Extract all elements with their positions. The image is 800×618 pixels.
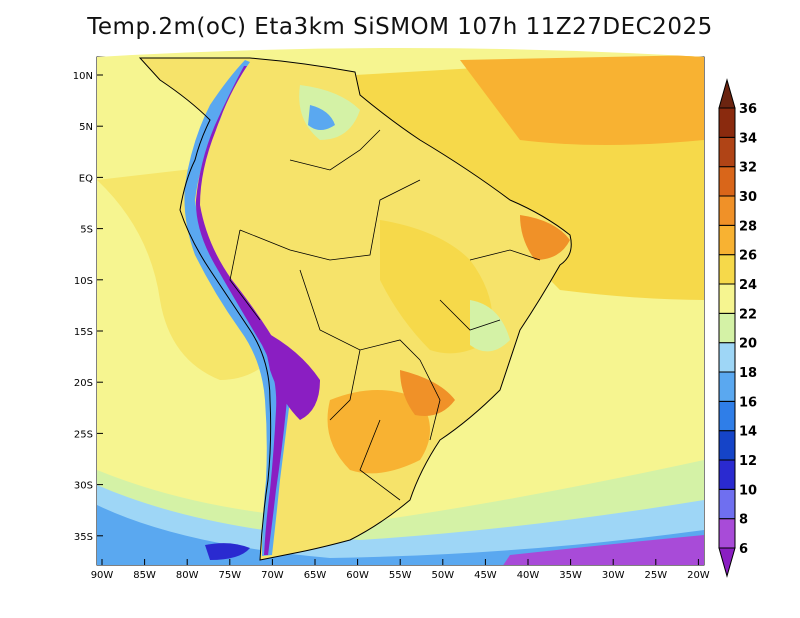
colorbar-swatch: [718, 136, 736, 168]
colorbar-label: 14: [739, 425, 757, 440]
lon-tick-label: 85W: [133, 570, 156, 581]
colorbar-swatch: [718, 312, 736, 344]
patagonia-cold: [205, 543, 250, 560]
lat-tick-label: 20S: [74, 378, 93, 389]
south-america-land: [140, 58, 572, 560]
lon-tick-label: 90W: [91, 570, 114, 581]
colorbar-label: 34: [739, 131, 757, 146]
lon-tick-label: 75W: [218, 570, 241, 581]
colorbar-label: 16: [739, 395, 757, 410]
colorbar-label: 24: [739, 278, 757, 293]
lon-tick-label: 30W: [602, 570, 625, 581]
colorbar-label: 22: [739, 307, 757, 322]
lat-tick-label: 30S: [74, 481, 93, 492]
colorbar-swatch: [718, 518, 736, 549]
lat-tick-label: 35S: [74, 532, 93, 543]
andes-cold-core: [195, 66, 288, 555]
lon-tick-label: 65W: [304, 570, 327, 581]
colorbar-label: 32: [739, 161, 757, 176]
colorbar-swatch: [718, 430, 736, 461]
colorbar-label: 8: [739, 513, 748, 528]
guiana-tepui-cold: [308, 105, 335, 130]
lat-tick-label: 10S: [74, 276, 93, 287]
lon-tick-label: 80W: [176, 570, 199, 581]
chaco-hot: [327, 390, 430, 474]
colorbar-label: 12: [739, 454, 757, 469]
south-atlantic-coldest: [500, 535, 704, 565]
lat-tick-label: 5S: [80, 225, 93, 236]
andes-cool-flank: [184, 60, 290, 556]
political-borders: [229, 129, 541, 501]
lon-tick-label: 70W: [261, 570, 284, 581]
lat-tick-label: 25S: [74, 429, 93, 440]
colorbar-label: 26: [739, 249, 757, 264]
lat-tick-label: 5N: [79, 122, 93, 133]
colorbar-label: 20: [739, 337, 757, 352]
coastline: [138, 57, 572, 561]
colorbar-swatch: [718, 283, 736, 314]
central-brazil-warm: [380, 220, 493, 354]
atlantic-hot-region: [460, 55, 704, 145]
lon-tick-label: 20W: [687, 570, 710, 581]
lat-tick-label: 10N: [73, 71, 93, 82]
colorbar-label: 6: [739, 542, 748, 557]
northeast-hot: [520, 215, 570, 260]
colorbar-swatch: [718, 459, 736, 490]
lon-tick-label: 55W: [389, 570, 412, 581]
colorbar-label: 10: [739, 483, 757, 498]
altiplano-cold: [262, 330, 320, 420]
colorbar-swatch: [718, 224, 736, 256]
lon-tick-label: 35W: [559, 570, 582, 581]
parana-hot: [400, 370, 455, 416]
colorbar: 6 8 10 12 14 16 18 20 22 24 26 28 30 32 34 36: [718, 78, 757, 578]
longitude-axis: 90W 85W 80W 75W 70W 65W 60W 55W 50W 45W 40W 35W 30W 2…: [91, 559, 710, 581]
colorbar-swatch: [718, 371, 736, 402]
lon-tick-label: 50W: [431, 570, 454, 581]
colorbar-label: 36: [739, 102, 757, 117]
colorbar-swatch: [718, 400, 736, 432]
lon-tick-label: 40W: [517, 570, 540, 581]
lat-tick-label: EQ: [79, 173, 93, 184]
colorbar-swatch: [718, 195, 736, 226]
colorbar-swatch: [718, 166, 736, 197]
lon-tick-label: 25W: [644, 570, 667, 581]
colorbar-label: 28: [739, 219, 757, 234]
colorbar-label: 18: [739, 366, 757, 381]
colorbar-bottom-arrow: [718, 547, 736, 578]
colorbar-swatch: [718, 488, 736, 520]
colorbar-swatch: [718, 342, 736, 373]
map-plot-area: 10N 5N EQ 5S 10S 15S 20S 25S 30S 35S 90W 85W 80W 75W…: [73, 48, 710, 581]
latitude-axis: 10N 5N EQ 5S 10S 15S 20S 25S 30S 35S: [73, 71, 103, 543]
colorbar-swatch: [718, 107, 736, 138]
colorbar-swatch: [718, 254, 736, 285]
lon-tick-label: 45W: [474, 570, 497, 581]
lat-tick-label: 15S: [74, 327, 93, 338]
colorbar-top-arrow: [718, 78, 736, 109]
minas-highland-cool: [470, 300, 510, 352]
map-title: Temp.2m(oC) Eta3km SiSMOM 107h 11Z27DEC2…: [87, 14, 713, 40]
colorbar-label: 30: [739, 190, 757, 205]
lon-tick-label: 60W: [346, 570, 369, 581]
